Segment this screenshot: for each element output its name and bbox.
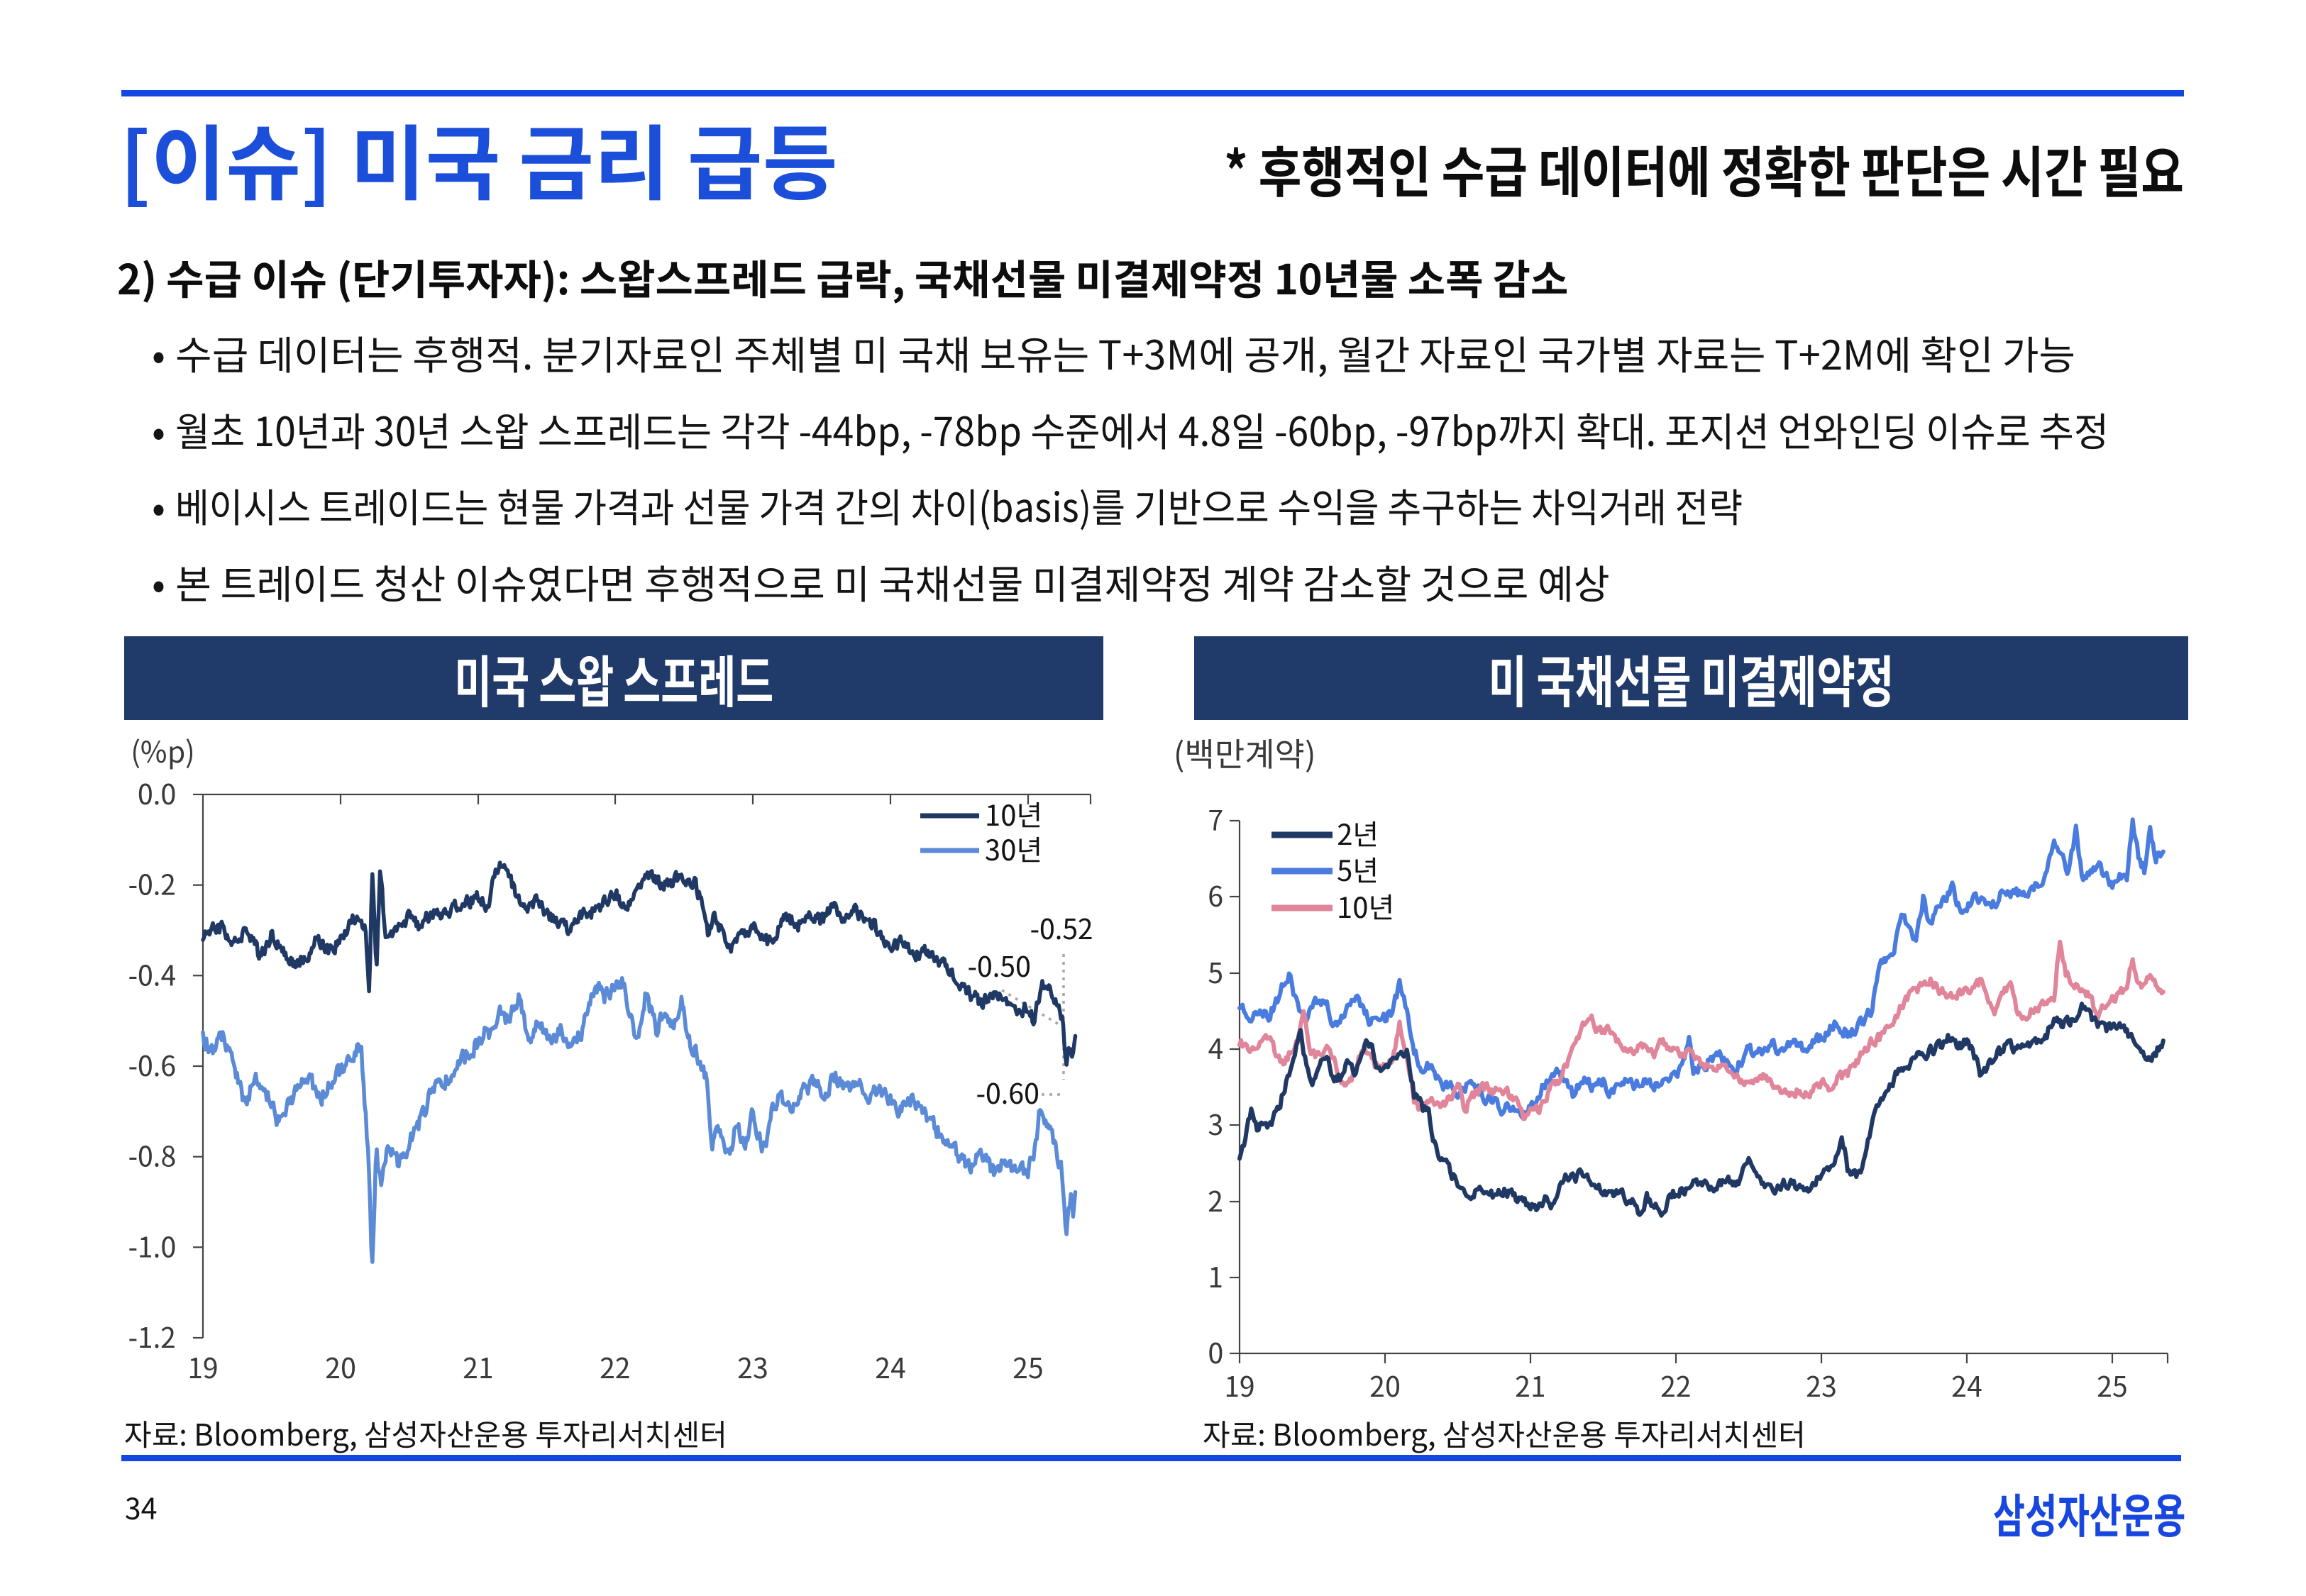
svg-text:6: 6 xyxy=(1208,875,1223,915)
svg-text:25: 25 xyxy=(1013,1347,1043,1387)
svg-text:23: 23 xyxy=(1806,1365,1836,1405)
svg-text:3: 3 xyxy=(1208,1104,1223,1143)
svg-text:24: 24 xyxy=(1951,1365,1982,1405)
svg-text:22: 22 xyxy=(600,1347,630,1387)
svg-text:(백만계약): (백만계약) xyxy=(1174,729,1315,776)
svg-text:-0.6: -0.6 xyxy=(128,1045,176,1085)
svg-text:-0.52: -0.52 xyxy=(1030,908,1093,948)
svg-text:2: 2 xyxy=(1208,1180,1223,1220)
svg-text:0.0: 0.0 xyxy=(138,773,176,813)
svg-text:-0.8: -0.8 xyxy=(128,1136,176,1175)
svg-text:-0.4: -0.4 xyxy=(128,954,176,994)
svg-text:-0.50: -0.50 xyxy=(967,946,1030,985)
svg-text:1: 1 xyxy=(1208,1256,1223,1296)
svg-text:-1.2: -1.2 xyxy=(128,1317,176,1356)
svg-text:0: 0 xyxy=(1208,1332,1223,1372)
svg-text:24: 24 xyxy=(875,1347,905,1387)
svg-text:20: 20 xyxy=(1369,1365,1400,1405)
svg-text:-0.60: -0.60 xyxy=(976,1073,1039,1112)
svg-text:19: 19 xyxy=(1224,1365,1254,1405)
svg-text:21: 21 xyxy=(1515,1365,1545,1405)
svg-text:-0.2: -0.2 xyxy=(128,864,176,904)
svg-text:5: 5 xyxy=(1208,952,1223,992)
svg-text:10년: 10년 xyxy=(1337,885,1394,926)
svg-text:19: 19 xyxy=(187,1347,218,1387)
svg-text:7: 7 xyxy=(1208,799,1223,839)
svg-text:22: 22 xyxy=(1660,1365,1691,1405)
svg-text:5년: 5년 xyxy=(1337,848,1379,890)
svg-text:(%p): (%p) xyxy=(131,728,195,771)
svg-text:-1.0: -1.0 xyxy=(128,1226,176,1265)
svg-text:20: 20 xyxy=(325,1347,355,1387)
svg-text:2년: 2년 xyxy=(1337,812,1379,853)
svg-text:21: 21 xyxy=(463,1347,493,1387)
svg-text:30년: 30년 xyxy=(985,828,1042,869)
svg-text:4: 4 xyxy=(1208,1028,1223,1068)
svg-text:23: 23 xyxy=(737,1347,768,1387)
svg-text:10년: 10년 xyxy=(985,793,1042,834)
svg-text:25: 25 xyxy=(2097,1365,2127,1405)
